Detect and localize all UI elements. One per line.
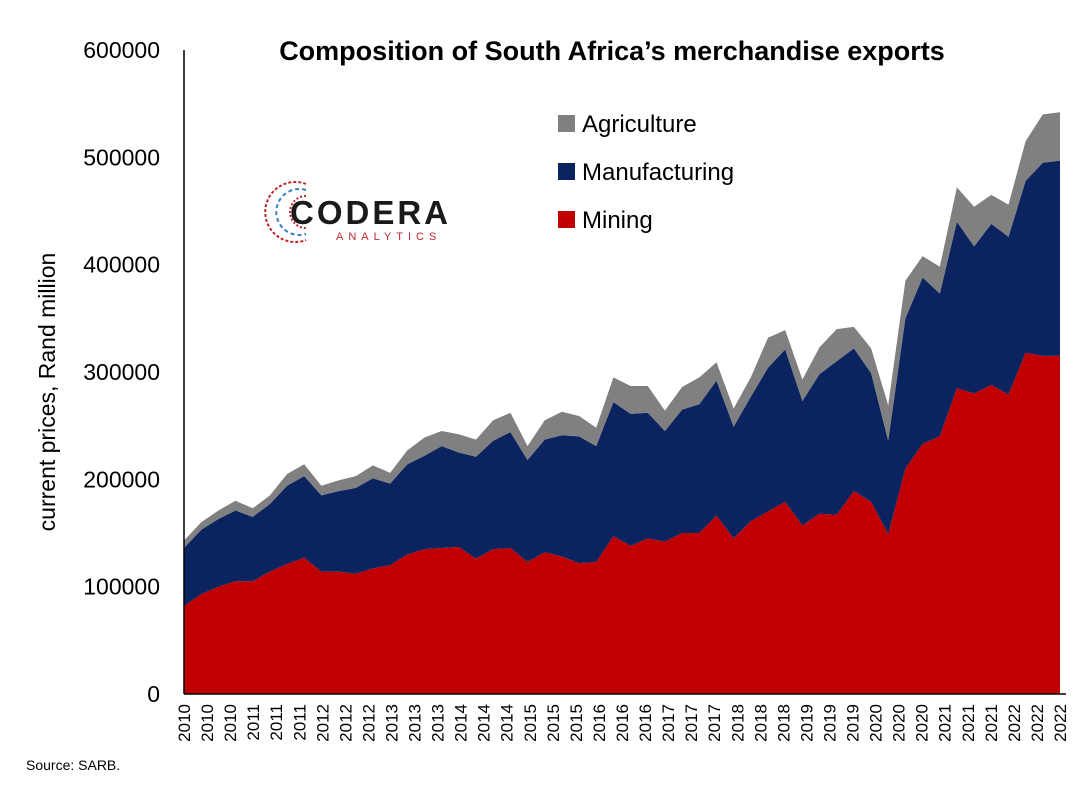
y-tick-label: 0	[147, 681, 160, 707]
logo-sub-text: ANALYTICS	[336, 231, 441, 243]
legend-swatch-manufacturing	[558, 163, 575, 180]
x-tick-label: 2012	[313, 704, 332, 742]
legend-label-mining: Mining	[582, 207, 653, 234]
x-tick-label: 2012	[336, 704, 355, 742]
x-tick-label: 2014	[498, 704, 517, 742]
x-tick-label: 2021	[959, 704, 978, 742]
x-tick-label: 2019	[797, 704, 816, 742]
x-tick-label: 2019	[821, 704, 840, 742]
area-mining	[184, 352, 1060, 694]
x-tick-label: 2018	[774, 704, 793, 742]
x-tick-label: 2013	[429, 704, 448, 742]
x-tick-label: 2010	[175, 704, 194, 742]
x-tick-label: 2021	[936, 704, 955, 742]
legend-label-manufacturing: Manufacturing	[582, 159, 734, 186]
codera-logo: CODERA ANALYTICS	[264, 181, 451, 243]
x-tick-label: 2018	[728, 704, 747, 742]
y-tick-label: 100000	[83, 574, 160, 600]
logo-mark-icon	[264, 181, 307, 243]
x-tick-label: 2011	[244, 704, 263, 741]
x-tick-label: 2017	[682, 704, 701, 742]
y-tick-label: 200000	[83, 466, 160, 492]
x-tick-label: 2020	[913, 704, 932, 742]
y-tick-label: 500000	[83, 144, 160, 170]
legend-swatch-agriculture	[558, 115, 575, 132]
x-tick-label: 2017	[659, 704, 678, 742]
x-tick-label: 2022	[1051, 704, 1070, 742]
y-tick-label: 400000	[83, 252, 160, 278]
stacked-areas	[184, 112, 1060, 694]
legend: Agriculture Manufacturing Mining	[558, 111, 734, 234]
x-tick-label: 2011	[290, 704, 309, 741]
x-tick-label: 2021	[982, 704, 1001, 742]
x-tick-label: 2014	[452, 704, 471, 742]
x-tick-label: 2010	[198, 704, 217, 742]
x-tick-label: 2020	[890, 704, 909, 742]
x-tick-label: 2020	[867, 704, 886, 742]
x-tick-label: 2018	[751, 704, 770, 742]
x-tick-label: 2015	[521, 704, 540, 742]
x-tick-label: 2017	[705, 704, 724, 742]
x-tick-label: 2010	[221, 704, 240, 742]
x-tick-label: 2019	[844, 704, 863, 742]
legend-label-agriculture: Agriculture	[582, 111, 697, 138]
source-note: Source: SARB.	[26, 757, 120, 773]
axes	[183, 50, 1066, 695]
y-ticks: 0 100000 200000 300000 400000 500000 600000	[83, 37, 160, 707]
y-tick-label: 300000	[83, 359, 160, 385]
x-tick-label: 2014	[475, 704, 494, 742]
x-tick-label: 2015	[544, 704, 563, 742]
x-ticks: 2010 2010 2010 2011 2011 2011 2012 2012 2012 2013…	[175, 704, 1070, 742]
x-tick-label: 2016	[590, 704, 609, 742]
x-tick-label: 2013	[406, 704, 425, 742]
logo-main-text: CODERA	[290, 194, 451, 231]
y-tick-label: 600000	[83, 37, 160, 63]
x-tick-label: 2015	[567, 704, 586, 742]
x-tick-label: 2013	[383, 704, 402, 742]
x-tick-label: 2016	[613, 704, 632, 742]
area-manufacturing	[184, 160, 1060, 606]
x-tick-label: 2011	[267, 704, 286, 741]
y-axis-label: current prices, Rand million	[34, 253, 60, 532]
x-tick-label: 2016	[636, 704, 655, 742]
legend-swatch-mining	[558, 211, 575, 228]
chart-title: Composition of South Africa’s merchandis…	[279, 36, 945, 66]
x-tick-label: 2012	[359, 704, 378, 742]
x-tick-label: 2022	[1005, 704, 1024, 742]
x-tick-label: 2022	[1028, 704, 1047, 742]
